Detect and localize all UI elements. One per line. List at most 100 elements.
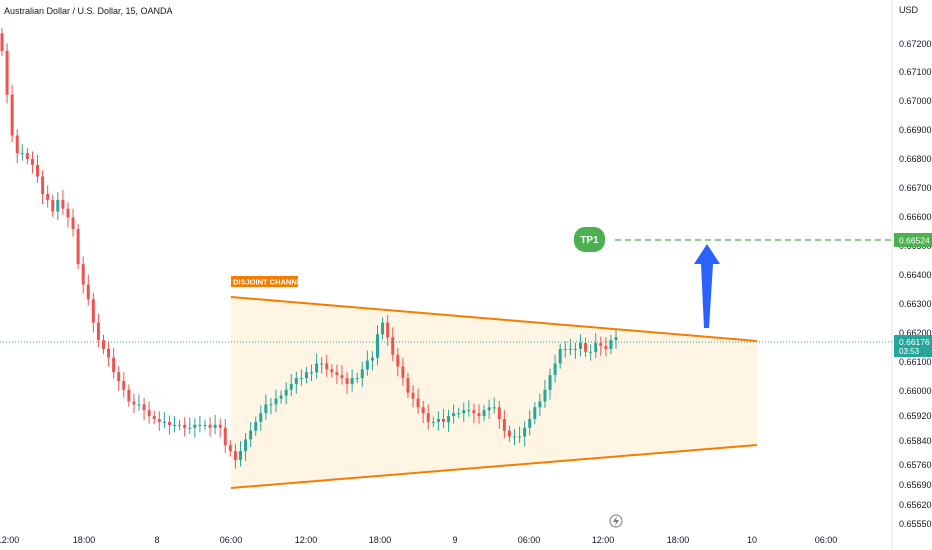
y-tick-label: 0.66400 <box>899 270 932 280</box>
candle-body <box>107 348 111 358</box>
x-tick-label: 10 <box>747 535 757 545</box>
x-tick-label: 12:00 <box>295 535 318 545</box>
up-arrow[interactable] <box>694 244 720 328</box>
candle-body <box>30 158 34 165</box>
channel-fill <box>231 297 757 488</box>
candle-body <box>360 369 364 379</box>
candle-body <box>507 430 511 437</box>
candle-body <box>310 372 314 374</box>
candle-body <box>86 284 90 300</box>
candle-body <box>391 337 395 355</box>
x-tick-label: 12:00 <box>592 535 615 545</box>
candle-body <box>5 50 9 95</box>
x-tick-label: 18:00 <box>369 535 392 545</box>
candle-body <box>71 217 75 230</box>
candle-body <box>568 348 572 350</box>
candle-body <box>447 416 451 422</box>
y-tick-label: 0.66800 <box>899 154 932 164</box>
channel-upper-line[interactable] <box>230 296 758 342</box>
candle-body <box>101 340 105 349</box>
channel-lower-line[interactable] <box>230 444 758 489</box>
candle-body <box>538 401 542 408</box>
candle-body <box>112 357 116 373</box>
candle-body <box>56 199 60 212</box>
x-tick-label: 06:00 <box>518 535 541 545</box>
candle-body <box>614 337 618 341</box>
candle-body <box>340 375 344 379</box>
candle-body <box>416 398 420 408</box>
disjoint-channel[interactable]: DISJOINT CHANNEL <box>230 276 758 489</box>
candle-body <box>173 424 177 426</box>
x-tick-label: 12:00 <box>0 535 19 545</box>
y-tick-label: 0.66100 <box>899 357 932 367</box>
candle-body <box>228 445 232 452</box>
candle-body <box>467 410 471 412</box>
candle-body <box>132 401 136 405</box>
candle-body <box>604 345 608 349</box>
candle-body <box>223 427 227 446</box>
candle-body <box>457 413 461 415</box>
tp1-badge[interactable] <box>574 227 605 252</box>
lightning-icon[interactable] <box>609 514 623 528</box>
candle-body <box>61 199 65 209</box>
candle-body <box>274 398 278 405</box>
candle-body <box>497 407 501 419</box>
candle-body <box>188 427 192 429</box>
candle-body <box>36 164 40 177</box>
candle-body <box>518 436 522 438</box>
candle-body <box>528 418 532 428</box>
candle-body <box>573 348 577 350</box>
svg-text:0.66176: 0.66176 <box>899 337 930 347</box>
tp1-label: TP1 <box>580 235 599 246</box>
candle-body <box>502 418 506 431</box>
y-tick-label: 0.66900 <box>899 125 932 135</box>
candle-body <box>299 378 303 380</box>
candle-body <box>304 372 308 379</box>
candle-body <box>370 357 374 361</box>
candle-body <box>233 451 237 460</box>
x-tick-label: 18:00 <box>73 535 96 545</box>
candle-body <box>264 404 268 414</box>
candle-body <box>157 418 161 422</box>
candle-body <box>76 229 80 265</box>
candle-body <box>289 383 293 390</box>
candle-body <box>162 421 166 423</box>
candle-body <box>487 407 491 411</box>
candle-body <box>426 413 430 422</box>
candle-body <box>462 410 466 414</box>
x-tick-labels: 12:00 18:00 8 06:00 12:00 18:00 9 06:00 12:00 18:… <box>0 535 837 545</box>
candle-body <box>553 363 557 376</box>
candle-body <box>254 421 258 431</box>
candle-body <box>193 424 197 428</box>
candle-body <box>492 407 496 409</box>
current-price-badge: 0.66176 03:53 <box>894 335 932 357</box>
y-tick-label: 0.65620 <box>899 500 932 510</box>
target-tp1[interactable]: TP1 <box>574 227 892 252</box>
candle-body <box>46 194 50 200</box>
y-tick-label: 0.66700 <box>899 183 932 193</box>
candle-body <box>25 153 29 159</box>
y-tick-label: 0.65690 <box>899 480 932 490</box>
candle-body <box>355 378 359 380</box>
candle-body <box>213 424 217 428</box>
candle-body <box>320 363 324 365</box>
candle-body <box>350 378 354 384</box>
candle-body <box>609 340 613 349</box>
x-tick-label: 18:00 <box>667 535 690 545</box>
candle-body <box>81 264 85 285</box>
candle-body <box>117 372 121 382</box>
candle-body <box>513 436 517 438</box>
x-axis[interactable]: 12:00 18:00 8 06:00 12:00 18:00 9 06:00 12:00 18:… <box>0 535 837 545</box>
candle-body <box>20 153 24 155</box>
candle-body <box>386 322 390 338</box>
y-axis[interactable]: USD 0.672000.671000.670000.669000.668000… <box>891 0 932 550</box>
candle-body <box>381 322 385 335</box>
x-tick-label: 06:00 <box>220 535 243 545</box>
candle-body <box>543 389 547 402</box>
candle-body <box>294 378 298 384</box>
candle-body <box>51 199 55 212</box>
x-tick-label: 06:00 <box>815 535 838 545</box>
channel-label: DISJOINT CHANNEL <box>233 278 307 287</box>
candle-body <box>238 451 242 460</box>
